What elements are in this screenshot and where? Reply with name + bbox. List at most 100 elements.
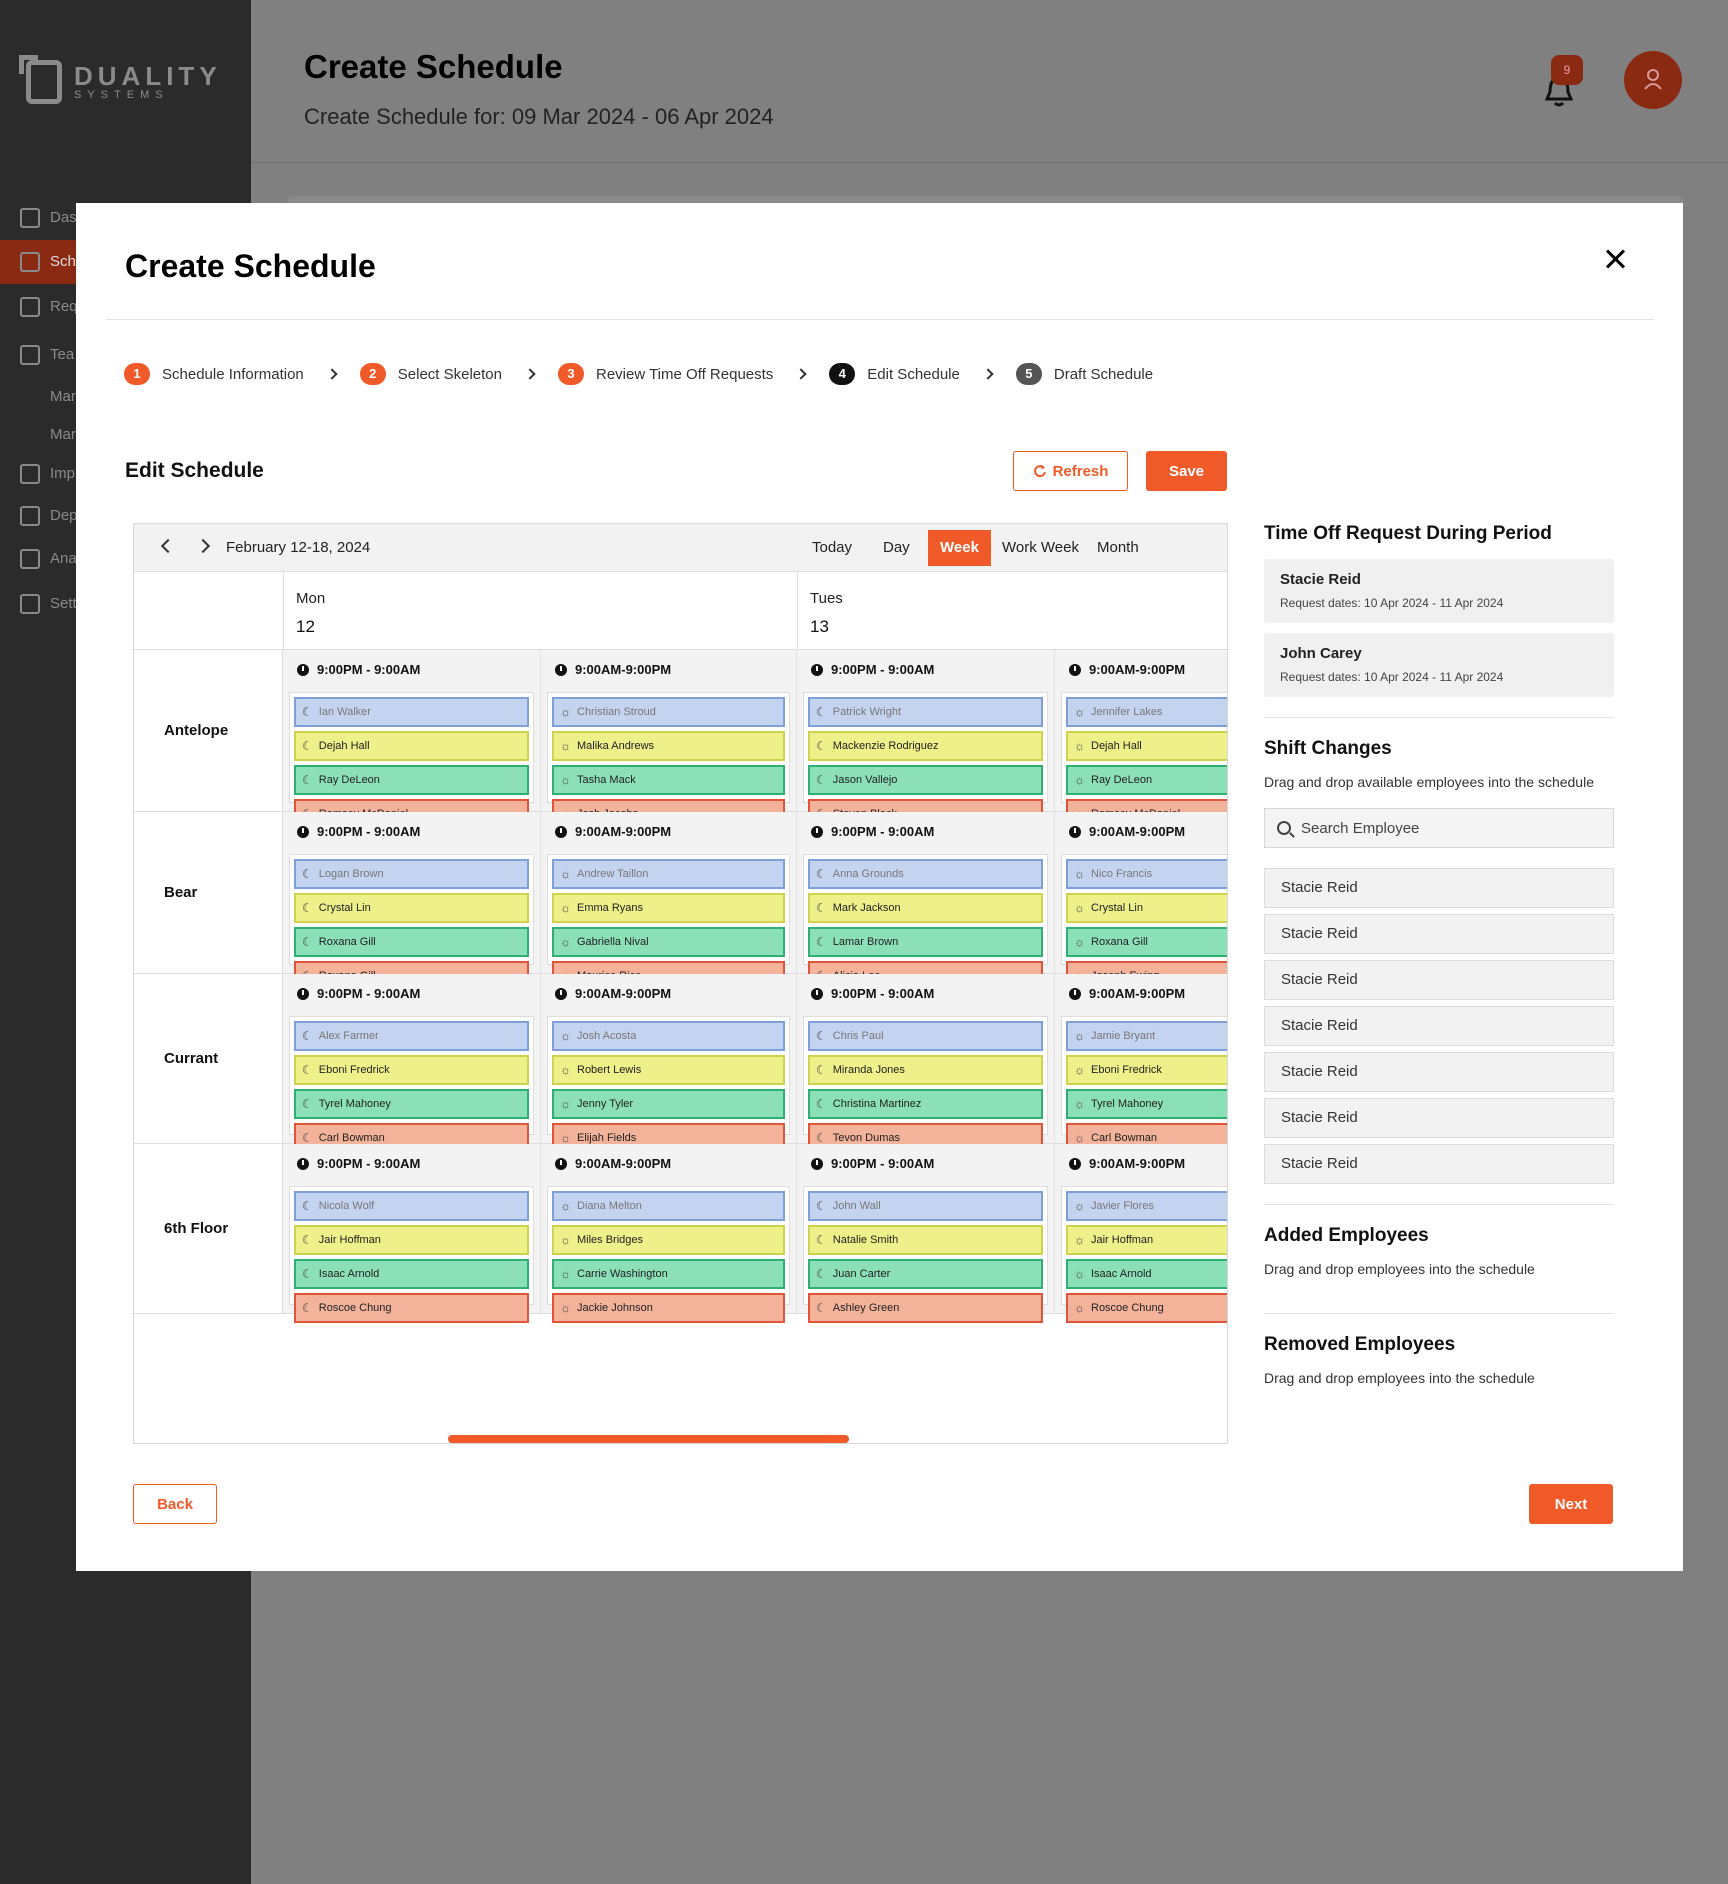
employee-card[interactable]: ☼ Tyrel Mahoney <box>1066 1089 1227 1119</box>
employee-card[interactable]: ☾ John Wall <box>808 1191 1043 1221</box>
sun-icon: ☼ <box>560 1199 571 1213</box>
step-3[interactable]: 3 Review Time Off Requests <box>558 363 829 385</box>
view-today[interactable]: Today <box>812 539 853 556</box>
employee-card[interactable]: ☾ Crystal Lin <box>294 893 529 923</box>
employee-card[interactable]: ☼ Miles Bridges <box>552 1225 785 1255</box>
sidebar-item[interactable]: Tea <box>0 333 251 377</box>
employee-card[interactable]: ☾ Tyrel Mahoney <box>294 1089 529 1119</box>
employee-card[interactable]: ☼ Roscoe Chung <box>1066 1293 1227 1323</box>
available-employee[interactable]: Stacie Reid <box>1264 1098 1614 1138</box>
sidebar-item-label: Req <box>50 298 78 315</box>
step-1[interactable]: 1 Schedule Information <box>124 363 360 385</box>
chevron-left-icon[interactable] <box>160 538 176 554</box>
employee-card[interactable]: ☼ Jackie Johnson <box>552 1293 785 1323</box>
employee-card[interactable]: ☾ Ashley Green <box>808 1293 1043 1323</box>
employee-card[interactable]: ☾ Roscoe Chung <box>294 1293 529 1323</box>
back-button[interactable]: Back <box>133 1484 217 1524</box>
step-5[interactable]: 5 Draft Schedule <box>1015 363 1153 385</box>
employee-name: Nico Francis <box>1091 868 1153 880</box>
next-button[interactable]: Next <box>1529 1484 1613 1524</box>
sidebar-item[interactable]: Anal <box>0 537 251 581</box>
employee-name: Jennifer Lakes <box>1091 706 1163 718</box>
sidebar-item[interactable]: Req <box>0 285 251 329</box>
employee-card[interactable]: ☾ Ray DeLeon <box>294 765 529 795</box>
time-off-dates: Request dates: 10 Apr 2024 - 11 Apr 2024 <box>1280 670 1504 684</box>
sidebar-item[interactable]: Dep <box>0 494 251 538</box>
employee-card[interactable]: ☼ Isaac Arnold <box>1066 1259 1227 1289</box>
employee-card[interactable]: ☾ Nicola Wolf <box>294 1191 529 1221</box>
employee-card[interactable]: ☼ Jenny Tyler <box>552 1089 785 1119</box>
employee-card[interactable]: ☼ Roxana Gill <box>1066 927 1227 957</box>
save-button[interactable]: Save <box>1146 451 1227 491</box>
employee-card[interactable]: ☼ Carrie Washington <box>552 1259 785 1289</box>
shift-time-label: 9:00AM-9:00PM <box>1089 824 1186 839</box>
employee-card[interactable]: ☾ Miranda Jones <box>808 1055 1043 1085</box>
view-work-week[interactable]: Work Week <box>1002 539 1079 556</box>
employee-card[interactable]: ☾ Christina Martinez <box>808 1089 1043 1119</box>
employee-card[interactable]: ☼ Javier Flores <box>1066 1191 1227 1221</box>
employee-card[interactable]: ☾ Mackenzie Rodriguez <box>808 731 1043 761</box>
employee-card[interactable]: ☾ Isaac Arnold <box>294 1259 529 1289</box>
horizontal-scrollbar[interactable] <box>448 1435 849 1443</box>
available-employee[interactable]: Stacie Reid <box>1264 1144 1614 1184</box>
employee-card[interactable]: ☼ Josh Acosta <box>552 1021 785 1051</box>
employee-card[interactable]: ☼ Crystal Lin <box>1066 893 1227 923</box>
sidebar-item[interactable]: Mar <box>0 413 251 457</box>
available-employee[interactable]: Stacie Reid <box>1264 1052 1614 1092</box>
employee-card[interactable]: ☾ Lamar Brown <box>808 927 1043 957</box>
view-day[interactable]: Day <box>883 539 910 556</box>
close-icon[interactable] <box>1598 243 1634 279</box>
available-employee[interactable]: Stacie Reid <box>1264 960 1614 1000</box>
employee-card[interactable]: ☾ Anna Grounds <box>808 859 1043 889</box>
employee-card[interactable]: ☾ Patrick Wright <box>808 697 1043 727</box>
employee-card[interactable]: ☼ Emma Ryans <box>552 893 785 923</box>
employee-card[interactable]: ☼ Nico Francis <box>1066 859 1227 889</box>
employee-card[interactable]: ☾ Logan Brown <box>294 859 529 889</box>
employee-card[interactable]: ☾ Roxana Gill <box>294 927 529 957</box>
logo-mark-icon <box>19 55 62 104</box>
step-2[interactable]: 2 Select Skeleton <box>359 363 558 385</box>
step-4[interactable]: 4 Edit Schedule <box>829 363 1016 385</box>
search-input[interactable] <box>1301 819 1581 837</box>
employee-card[interactable]: ☾ Mark Jackson <box>808 893 1043 923</box>
employee-card[interactable]: ☾ Juan Carter <box>808 1259 1043 1289</box>
employee-card[interactable]: ☾ Natalie Smith <box>808 1225 1043 1255</box>
employee-card[interactable]: ☼ Dejah Hall <box>1066 731 1227 761</box>
available-employee[interactable]: Stacie Reid <box>1264 1006 1614 1046</box>
available-employee[interactable]: Stacie Reid <box>1264 868 1614 908</box>
employee-card[interactable]: ☼ Christian Stroud <box>552 697 785 727</box>
view-week[interactable]: Week <box>928 530 991 566</box>
employee-card[interactable]: ☼ Jair Hoffman <box>1066 1225 1227 1255</box>
employee-search[interactable] <box>1264 808 1614 848</box>
view-month[interactable]: Month <box>1097 539 1139 556</box>
moon-icon: ☾ <box>816 1267 827 1281</box>
employee-card[interactable]: ☾ Jair Hoffman <box>294 1225 529 1255</box>
employee-card[interactable]: ☾ Jason Vallejo <box>808 765 1043 795</box>
shift-column: 9:00AM-9:00PM ☼ Jennifer Lakes ☼ Dejah Hall ☼… <box>1055 650 1227 829</box>
employee-card[interactable]: ☼ Malika Andrews <box>552 731 785 761</box>
sidebar-item[interactable]: Imp <box>0 452 251 496</box>
refresh-button[interactable]: Refresh <box>1013 451 1128 491</box>
employee-card[interactable]: ☼ Eboni Fredrick <box>1066 1055 1227 1085</box>
employee-card[interactable]: ☼ Gabriella Nival <box>552 927 785 957</box>
sidebar-item[interactable]: Mar <box>0 375 251 419</box>
chevron-right-icon[interactable] <box>195 538 211 554</box>
employee-card[interactable]: ☼ Andrew Taillon <box>552 859 785 889</box>
user-avatar[interactable] <box>1624 51 1682 109</box>
employee-card[interactable]: ☼ Ray DeLeon <box>1066 765 1227 795</box>
employee-card[interactable]: ☼ Robert Lewis <box>552 1055 785 1085</box>
employee-card[interactable]: ☼ Jennifer Lakes <box>1066 697 1227 727</box>
employee-card[interactable]: ☾ Ian Walker <box>294 697 529 727</box>
employee-card[interactable]: ☾ Eboni Fredrick <box>294 1055 529 1085</box>
employee-card[interactable]: ☼ Diana Melton <box>552 1191 785 1221</box>
employee-card[interactable]: ☾ Dejah Hall <box>294 731 529 761</box>
sidebar-item[interactable]: Setti <box>0 582 251 626</box>
shift-time: 9:00PM - 9:00AM <box>297 662 420 677</box>
available-employee[interactable]: Stacie Reid <box>1264 914 1614 954</box>
shift-column: 9:00PM - 9:00AM ☾ Ian Walker ☾ Dejah Hall ☾ Ra… <box>283 650 541 829</box>
employee-card[interactable]: ☾ Alex Farmer <box>294 1021 529 1051</box>
employee-card[interactable]: ☼ Jamie Bryant <box>1066 1021 1227 1051</box>
employee-card[interactable]: ☾ Chris Paul <box>808 1021 1043 1051</box>
employee-card[interactable]: ☼ Tasha Mack <box>552 765 785 795</box>
sidebar-item[interactable]: Das <box>0 196 251 240</box>
